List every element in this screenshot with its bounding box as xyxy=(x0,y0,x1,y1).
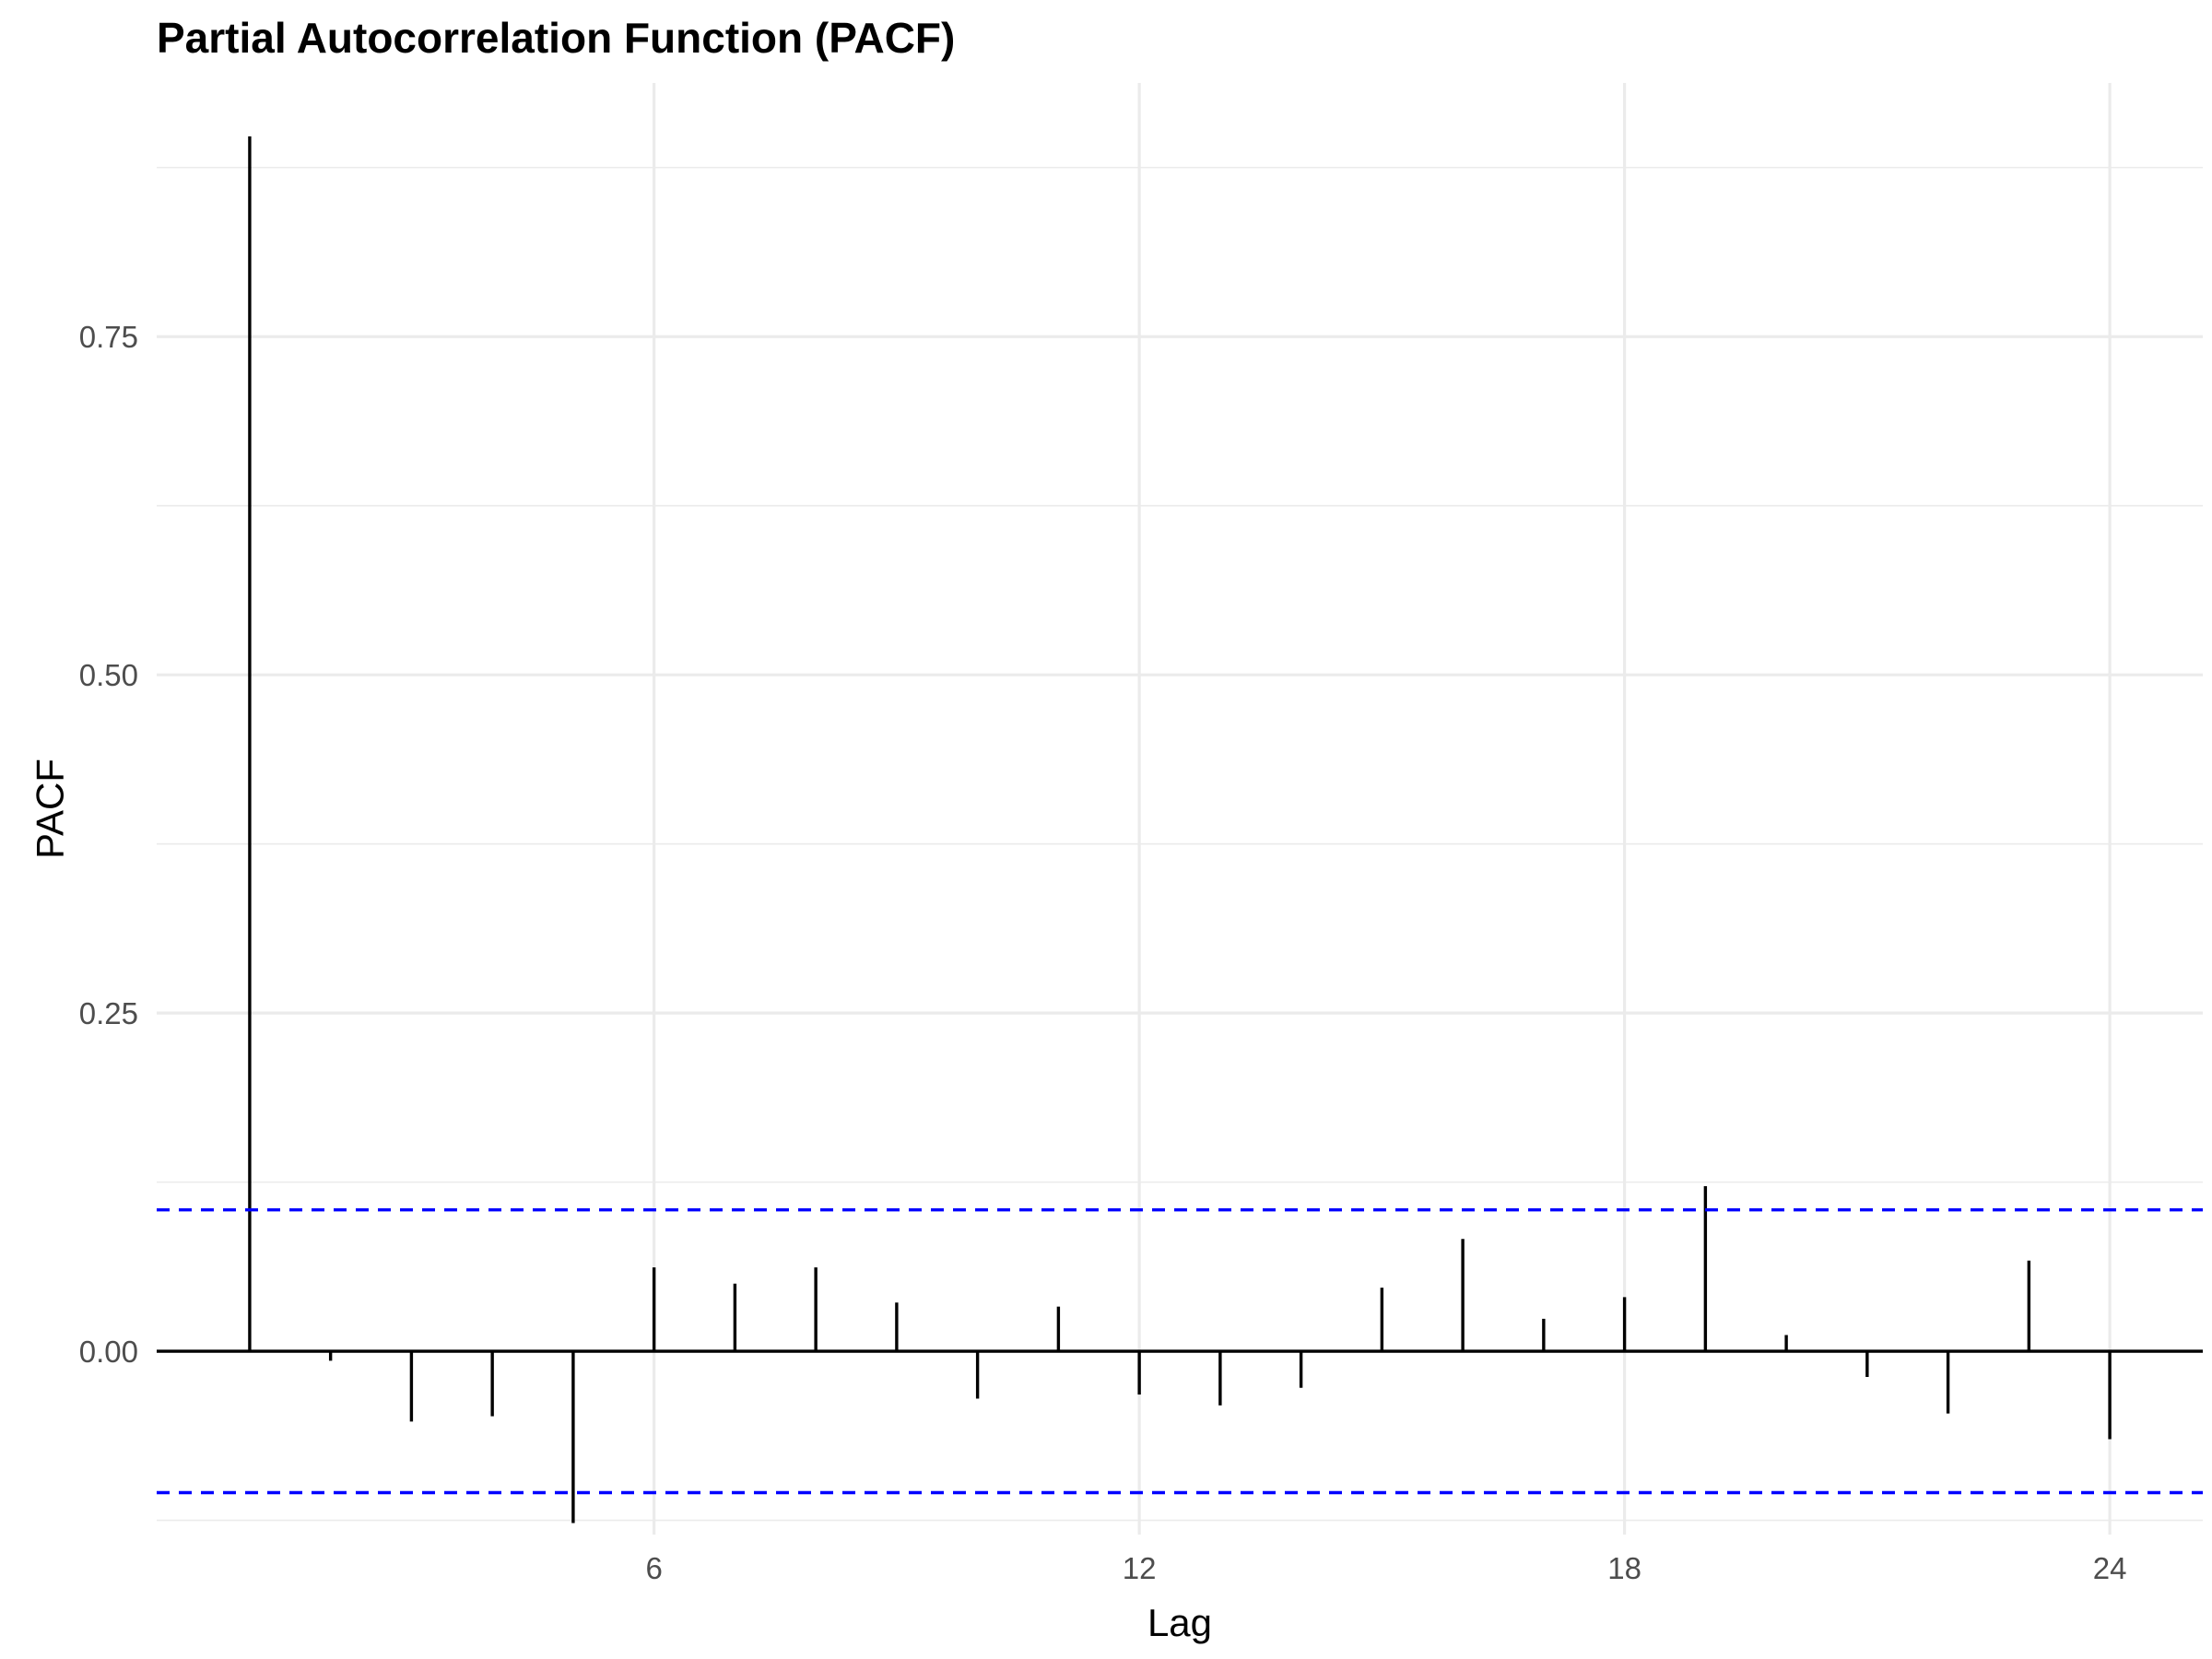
y-tick-label: 0.75 xyxy=(79,320,138,354)
x-tick-labels: 6 12 18 24 xyxy=(645,1551,2126,1585)
x-tick-label: 12 xyxy=(1123,1551,1157,1585)
y-tick-label: 0.50 xyxy=(79,658,138,692)
chart-title: Partial Autocorrelation Function (PACF) xyxy=(157,14,956,62)
y-tick-label: 0.00 xyxy=(79,1335,138,1369)
y-axis-title: PACF xyxy=(29,759,72,859)
x-tick-label: 18 xyxy=(1607,1551,1641,1585)
x-axis-title: Lag xyxy=(1147,1601,1212,1644)
y-tick-label: 0.25 xyxy=(79,996,138,1030)
y-tick-labels: 0.00 0.25 0.50 0.75 xyxy=(79,320,138,1369)
minor-gridlines-y xyxy=(157,166,2203,1522)
pacf-bars xyxy=(248,135,2112,1524)
x-tick-label: 24 xyxy=(2093,1551,2127,1585)
confidence-bounds xyxy=(157,1208,2203,1495)
x-tick-label: 6 xyxy=(645,1551,662,1585)
